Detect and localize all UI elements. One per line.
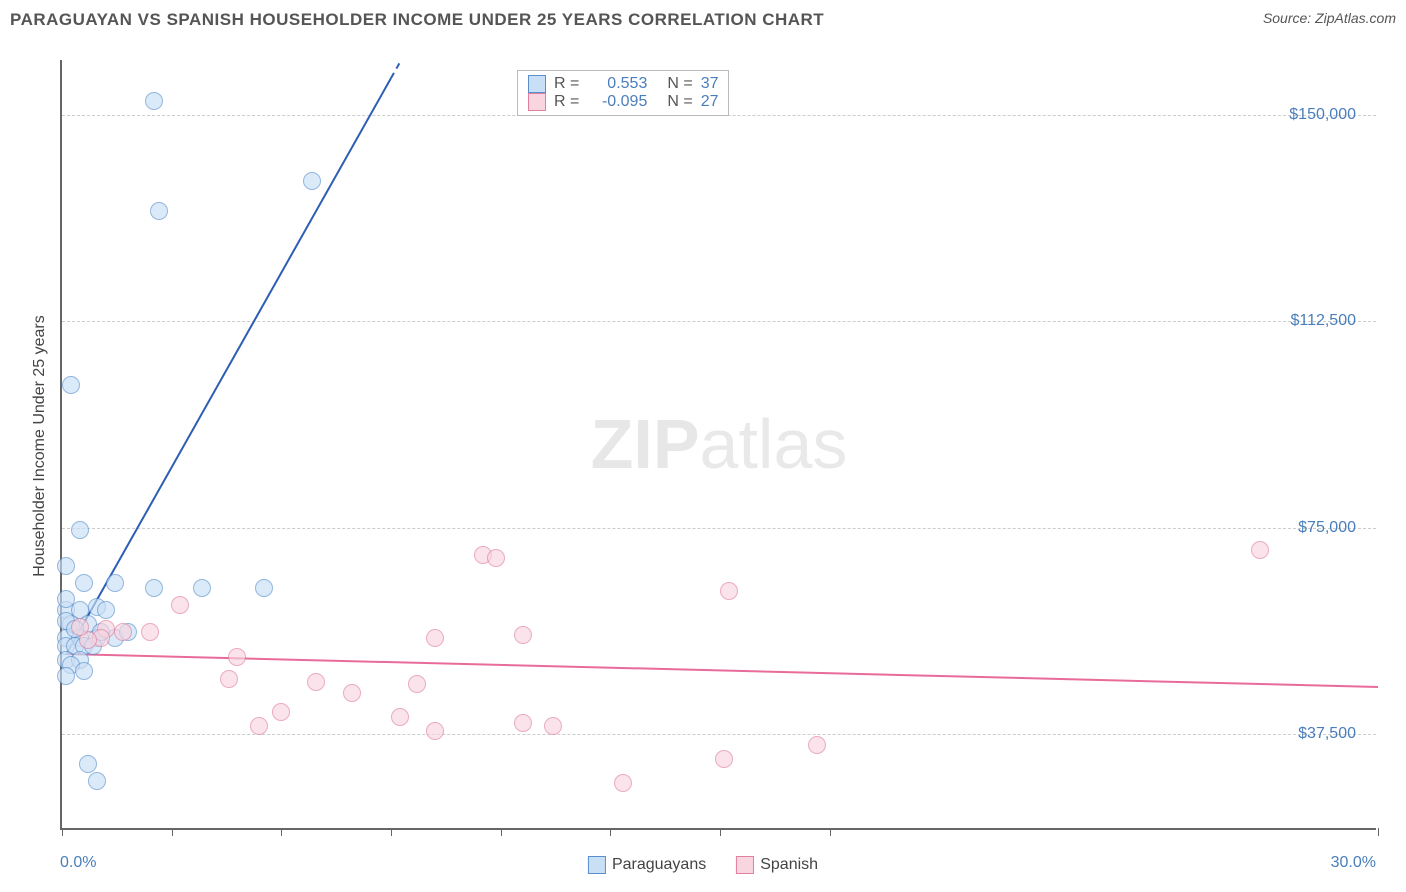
gridline bbox=[62, 321, 1376, 322]
x-tick bbox=[391, 828, 392, 836]
x-tick bbox=[172, 828, 173, 836]
data-point bbox=[75, 574, 93, 592]
data-point bbox=[171, 596, 189, 614]
data-point bbox=[255, 579, 273, 597]
data-point bbox=[391, 708, 409, 726]
data-point bbox=[141, 623, 159, 641]
data-point bbox=[228, 648, 246, 666]
data-point bbox=[343, 684, 361, 702]
data-point bbox=[514, 626, 532, 644]
r-label: R = bbox=[554, 93, 579, 111]
data-point bbox=[88, 772, 106, 790]
data-point bbox=[79, 755, 97, 773]
watermark: ZIPatlas bbox=[591, 404, 848, 484]
data-point bbox=[307, 673, 325, 691]
data-point bbox=[145, 579, 163, 597]
data-point bbox=[106, 574, 124, 592]
legend-label: Paraguayans bbox=[612, 856, 706, 874]
data-point bbox=[220, 670, 238, 688]
data-point bbox=[71, 618, 89, 636]
chart-container: PARAGUAYAN VS SPANISH HOUSEHOLDER INCOME… bbox=[10, 10, 1396, 882]
trend-lines bbox=[62, 60, 1378, 830]
data-point bbox=[614, 774, 632, 792]
y-tick-label: $75,000 bbox=[1298, 519, 1356, 537]
x-tick bbox=[501, 828, 502, 836]
x-tick bbox=[1378, 828, 1379, 836]
data-point bbox=[303, 172, 321, 190]
data-point bbox=[272, 703, 290, 721]
watermark-atlas: atlas bbox=[700, 405, 848, 483]
legend-item: Spanish bbox=[736, 856, 818, 874]
n-label: N = bbox=[667, 75, 692, 93]
x-tick bbox=[610, 828, 611, 836]
y-tick-label: $150,000 bbox=[1289, 106, 1356, 124]
data-point bbox=[145, 92, 163, 110]
data-point bbox=[57, 590, 75, 608]
x-tick bbox=[720, 828, 721, 836]
data-point bbox=[426, 722, 444, 740]
plot-area: ZIPatlas $37,500 $75,000 $112,500 $150,000 R… bbox=[60, 60, 1376, 830]
data-point bbox=[75, 662, 93, 680]
y-tick-label: $37,500 bbox=[1298, 725, 1356, 743]
data-point bbox=[114, 623, 132, 641]
data-point bbox=[62, 376, 80, 394]
x-axis-max-label: 30.0% bbox=[1331, 854, 1376, 872]
data-point bbox=[150, 202, 168, 220]
data-point bbox=[57, 667, 75, 685]
data-point bbox=[487, 549, 505, 567]
legend-item: Paraguayans bbox=[588, 856, 706, 874]
y-tick-label: $112,500 bbox=[1290, 312, 1356, 330]
r-label: R = bbox=[554, 75, 579, 93]
x-tick bbox=[281, 828, 282, 836]
stats-row: R = 0.553 N = 37 bbox=[528, 75, 718, 93]
y-axis-label: Householder Income Under 25 years bbox=[31, 315, 49, 576]
legend: Paraguayans Spanish bbox=[588, 856, 818, 874]
data-point bbox=[250, 717, 268, 735]
data-point bbox=[426, 629, 444, 647]
n-label: N = bbox=[667, 93, 692, 111]
source-label: Source: ZipAtlas.com bbox=[1263, 10, 1396, 26]
data-point bbox=[720, 582, 738, 600]
stats-box: R = 0.553 N = 37 R = -0.095 N = 27 bbox=[517, 70, 729, 116]
r-value: -0.095 bbox=[587, 93, 647, 111]
chart-title: PARAGUAYAN VS SPANISH HOUSEHOLDER INCOME… bbox=[10, 10, 824, 30]
x-tick bbox=[62, 828, 63, 836]
n-value: 27 bbox=[701, 93, 719, 111]
data-point bbox=[715, 750, 733, 768]
data-point bbox=[514, 714, 532, 732]
legend-label: Spanish bbox=[760, 856, 818, 874]
x-axis-min-label: 0.0% bbox=[60, 854, 96, 872]
r-value: 0.553 bbox=[587, 75, 647, 93]
data-point bbox=[97, 601, 115, 619]
data-point bbox=[57, 557, 75, 575]
series-swatch bbox=[528, 75, 546, 93]
data-point bbox=[1251, 541, 1269, 559]
stats-row: R = -0.095 N = 27 bbox=[528, 93, 718, 111]
x-tick bbox=[830, 828, 831, 836]
data-point bbox=[71, 521, 89, 539]
series-swatch bbox=[736, 856, 754, 874]
series-swatch bbox=[528, 93, 546, 111]
data-point bbox=[808, 736, 826, 754]
data-point bbox=[193, 579, 211, 597]
gridline bbox=[62, 528, 1376, 529]
n-value: 37 bbox=[701, 75, 719, 93]
series-swatch bbox=[588, 856, 606, 874]
data-point bbox=[408, 675, 426, 693]
data-point bbox=[544, 717, 562, 735]
watermark-zip: ZIP bbox=[591, 405, 700, 483]
